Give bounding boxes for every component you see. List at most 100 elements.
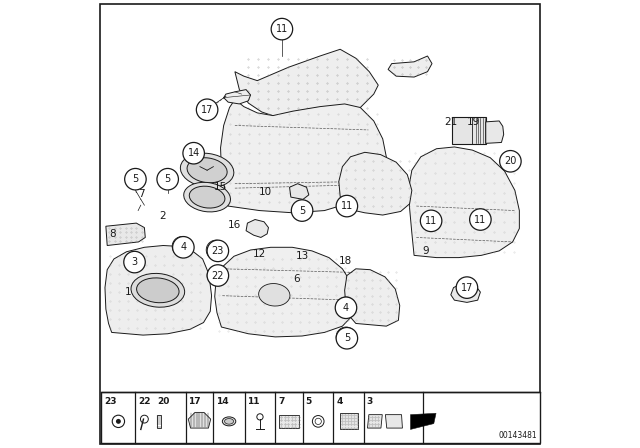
Circle shape [342, 332, 351, 341]
Text: 11: 11 [425, 216, 437, 226]
Circle shape [500, 151, 521, 172]
Text: 11: 11 [474, 215, 486, 224]
Text: 17: 17 [461, 283, 473, 293]
Text: 20: 20 [157, 397, 170, 406]
Circle shape [207, 267, 225, 284]
Polygon shape [345, 269, 400, 326]
Circle shape [157, 168, 179, 190]
Polygon shape [224, 90, 251, 104]
Polygon shape [385, 415, 403, 428]
Circle shape [206, 240, 226, 260]
Text: 5: 5 [299, 206, 305, 215]
Text: 4: 4 [343, 303, 349, 313]
Text: 1: 1 [125, 287, 132, 297]
Polygon shape [289, 184, 309, 199]
Polygon shape [188, 413, 211, 428]
Text: 12: 12 [253, 250, 266, 259]
Text: 17: 17 [201, 105, 213, 115]
Circle shape [172, 237, 192, 256]
Circle shape [207, 240, 228, 262]
Text: 22: 22 [212, 271, 224, 280]
Text: 00143481: 00143481 [499, 431, 538, 440]
Text: 7: 7 [278, 397, 284, 406]
Text: 17: 17 [188, 397, 201, 406]
Text: 13: 13 [296, 251, 308, 261]
Polygon shape [410, 414, 436, 430]
Circle shape [212, 246, 221, 254]
Text: 6: 6 [293, 274, 300, 284]
Polygon shape [235, 49, 378, 116]
Text: 11: 11 [248, 397, 260, 406]
Text: 5: 5 [306, 397, 312, 406]
Ellipse shape [136, 278, 179, 303]
Text: 3: 3 [367, 397, 373, 406]
Text: 11: 11 [276, 24, 288, 34]
Text: 23: 23 [104, 397, 116, 406]
Circle shape [177, 241, 188, 252]
Text: 19: 19 [467, 117, 480, 127]
Circle shape [291, 200, 313, 221]
Text: 21: 21 [444, 117, 458, 127]
Text: 5: 5 [132, 174, 138, 184]
Polygon shape [339, 152, 412, 215]
Ellipse shape [184, 182, 230, 212]
Text: 15: 15 [214, 182, 227, 192]
Circle shape [196, 99, 218, 121]
Ellipse shape [180, 153, 234, 187]
Polygon shape [367, 415, 382, 428]
Text: 7: 7 [138, 189, 145, 198]
Circle shape [124, 251, 145, 273]
Polygon shape [486, 121, 504, 143]
Polygon shape [215, 247, 355, 337]
Text: 5: 5 [344, 333, 350, 343]
Circle shape [336, 327, 356, 347]
Ellipse shape [225, 418, 234, 424]
Ellipse shape [259, 284, 290, 306]
Bar [279, 415, 299, 428]
Text: 16: 16 [227, 220, 241, 230]
Circle shape [271, 18, 292, 40]
Circle shape [470, 209, 491, 230]
Text: 2: 2 [159, 211, 166, 221]
Circle shape [342, 302, 351, 311]
Text: 20: 20 [504, 156, 516, 166]
Text: 5: 5 [164, 174, 171, 184]
Circle shape [116, 419, 121, 424]
Polygon shape [388, 56, 432, 77]
Bar [157, 415, 161, 428]
Circle shape [456, 277, 477, 298]
Circle shape [420, 210, 442, 232]
Bar [340, 414, 358, 430]
Bar [101, 392, 540, 443]
Circle shape [125, 168, 146, 190]
Text: 14: 14 [188, 148, 200, 158]
Ellipse shape [189, 186, 225, 208]
Text: 11: 11 [340, 201, 353, 211]
Text: 9: 9 [422, 246, 429, 256]
Polygon shape [409, 147, 520, 258]
Polygon shape [452, 117, 486, 144]
Text: 10: 10 [259, 187, 271, 197]
Circle shape [207, 265, 228, 286]
Text: 8: 8 [109, 229, 116, 239]
Polygon shape [451, 283, 481, 302]
Circle shape [336, 327, 358, 349]
Text: 4: 4 [180, 242, 186, 252]
Circle shape [336, 297, 356, 317]
Polygon shape [246, 220, 269, 237]
Ellipse shape [131, 273, 185, 307]
Text: 18: 18 [339, 256, 352, 266]
Polygon shape [105, 246, 212, 335]
Polygon shape [106, 223, 145, 246]
Circle shape [336, 195, 358, 217]
Text: 4: 4 [336, 397, 342, 406]
Circle shape [183, 142, 204, 164]
Ellipse shape [187, 158, 227, 183]
Ellipse shape [222, 417, 236, 426]
Circle shape [173, 237, 194, 258]
Text: 3: 3 [131, 257, 138, 267]
Text: 14: 14 [216, 397, 228, 406]
Text: 22: 22 [138, 397, 150, 406]
Polygon shape [221, 99, 387, 213]
Circle shape [335, 297, 356, 319]
